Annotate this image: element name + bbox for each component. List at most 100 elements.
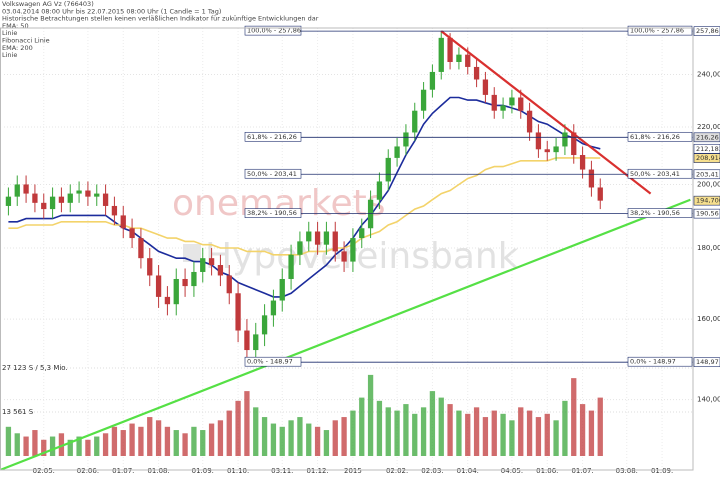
fibonacci-box (244, 168, 302, 179)
candle-body (208, 258, 215, 266)
volume-bar (244, 391, 250, 456)
candle-body (191, 271, 197, 287)
volume-bar (579, 404, 586, 456)
fibonacci-label: 50,0% - 203,41 (630, 170, 680, 178)
candle-body (138, 238, 144, 259)
candle-body (465, 54, 471, 67)
price-marker-label: 148,97 (696, 358, 719, 366)
fibonacci-box (244, 356, 302, 367)
candle-body (67, 193, 73, 203)
price-marker (693, 132, 720, 143)
volume-bar (544, 413, 550, 456)
candle-body (456, 54, 462, 62)
candle-body (314, 231, 321, 245)
plot-frame (0, 27, 694, 471)
volume-bar (147, 417, 153, 456)
candle-body (120, 215, 126, 229)
volume-bar (429, 391, 436, 456)
volume-bar (314, 426, 321, 456)
candle-body (155, 275, 162, 297)
volume-bar (279, 426, 285, 456)
volume-tick-label: 13 561 S (2, 408, 34, 416)
volume-bar (535, 417, 542, 456)
price-marker-label: 208,9146 (696, 154, 720, 162)
candle-body (235, 293, 241, 331)
candle-body (526, 110, 533, 133)
price-marker (693, 153, 720, 163)
fibonacci-box (627, 168, 693, 179)
volume-bar (129, 423, 135, 456)
candle-body (23, 184, 29, 194)
candle-body (535, 132, 542, 150)
volume-bar (200, 430, 206, 456)
x-tick-label: 01.04. (457, 467, 479, 475)
candle-body (76, 190, 82, 194)
info-line: Linie (2, 29, 17, 37)
y-tick-label: 220,000 (697, 123, 720, 131)
volume-bar (465, 413, 471, 456)
volume-bar (120, 430, 126, 456)
volume-bar (482, 417, 489, 456)
candle-body (173, 278, 179, 305)
volume-bar (94, 436, 100, 456)
volume-bar (138, 426, 144, 456)
x-tick-label: 01.07. (571, 467, 593, 475)
fibonacci-label: 38,2% - 190,56 (630, 209, 680, 217)
volume-bar (553, 420, 559, 456)
candle-body (350, 238, 356, 262)
fibonacci-box (627, 131, 693, 142)
candle-body (94, 193, 100, 197)
volume-bar (235, 400, 241, 456)
fibonacci-label: 0,0% - 148,97 (247, 358, 293, 366)
volume-bar (173, 430, 179, 456)
candle-body (341, 251, 347, 262)
volume-bar (14, 433, 20, 456)
volume-bar (182, 433, 188, 456)
candle-body (85, 190, 91, 197)
plot-area (0, 28, 693, 470)
fibonacci-label: 61,8% - 216,26 (247, 133, 297, 141)
trendline (440, 30, 652, 195)
x-tick-label: 02.02. (386, 467, 408, 475)
x-tick-label: 02.05. (33, 467, 55, 475)
price-marker (693, 357, 720, 368)
volume-bar (5, 426, 12, 456)
fibonacci-box (627, 208, 693, 218)
candle-body (597, 187, 603, 201)
volume-bar (438, 397, 444, 456)
trendline (0, 198, 691, 470)
candle-body (14, 184, 20, 197)
fibonacci-label: 100,0% - 257,86 (630, 27, 684, 35)
volume-bar (412, 413, 418, 456)
volume-bar (385, 407, 391, 456)
volume-bar (23, 436, 29, 456)
fibonacci-box (627, 25, 693, 36)
candle-body (518, 97, 524, 111)
candle-body (129, 228, 135, 239)
volume-bar (403, 404, 409, 456)
candle-body (332, 231, 338, 252)
price-marker-label: 212,1836 (696, 145, 720, 153)
fibonacci-box (627, 356, 693, 367)
volume-bar (350, 410, 356, 456)
info-line: Volkswagen AG Vz (766403) (2, 0, 94, 8)
volume-bar (323, 430, 330, 456)
x-tick-label: 01.06. (536, 467, 558, 475)
volume-bar (288, 420, 294, 456)
candle-body (279, 278, 285, 301)
candle-body (571, 132, 577, 156)
info-block: Volkswagen AG Vz (766403)03.04.2014 08:0… (2, 0, 319, 59)
candle-body (49, 196, 56, 210)
price-marker (693, 169, 720, 180)
volume-bar (49, 436, 56, 456)
candle-body (491, 94, 497, 111)
fibonacci-label: 61,8% - 216,26 (630, 133, 680, 141)
x-tick-label: 01.09. (651, 467, 673, 475)
candle-body (385, 157, 391, 182)
candle-body (447, 37, 453, 62)
price-marker-label: 257,86 (696, 27, 719, 35)
candle-body (500, 105, 506, 111)
candle-body (226, 275, 232, 294)
ema-line (8, 157, 601, 256)
